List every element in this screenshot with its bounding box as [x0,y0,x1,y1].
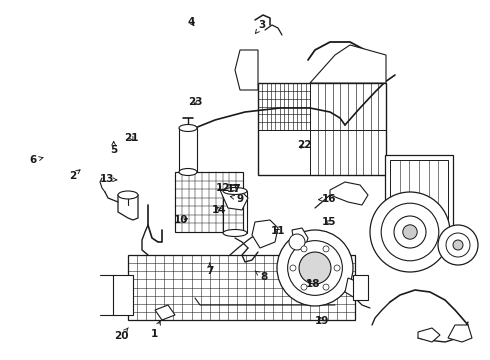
Text: 11: 11 [271,226,286,236]
Bar [113,275,133,315]
Ellipse shape [223,188,247,194]
Circle shape [323,246,329,252]
Bar [390,160,448,225]
Circle shape [394,216,426,248]
Text: 3: 3 [255,20,266,33]
Text: 13: 13 [99,174,117,184]
Text: 14: 14 [212,204,227,215]
Text: 22: 22 [297,140,312,150]
Text: 16: 16 [318,194,337,204]
Bar [175,172,243,232]
Bar [258,83,386,175]
Text: 21: 21 [124,132,139,143]
Text: 19: 19 [315,316,330,326]
Text: 1: 1 [151,321,160,339]
Circle shape [453,240,463,250]
Text: 9: 9 [230,194,244,204]
Text: 7: 7 [206,263,214,276]
Circle shape [299,252,331,284]
Ellipse shape [223,230,247,237]
Circle shape [277,230,353,306]
Bar [353,275,368,300]
Polygon shape [418,328,440,342]
Text: 6: 6 [30,155,43,165]
Text: 20: 20 [114,328,129,341]
Circle shape [323,284,329,290]
Text: 5: 5 [110,141,117,156]
Ellipse shape [179,125,197,131]
Circle shape [290,265,296,271]
Circle shape [403,225,417,239]
Circle shape [289,234,305,250]
Text: 15: 15 [322,217,337,228]
Circle shape [370,192,450,272]
Text: 8: 8 [255,271,267,282]
Text: 17: 17 [227,184,242,194]
Bar [385,155,453,230]
Text: 23: 23 [188,96,202,107]
Polygon shape [252,220,278,248]
Polygon shape [155,305,175,320]
Polygon shape [330,182,368,205]
Circle shape [288,240,343,295]
Circle shape [301,246,307,252]
Polygon shape [235,50,258,90]
Circle shape [438,225,478,265]
Bar [128,255,355,320]
Circle shape [334,265,340,271]
Text: 12: 12 [216,183,230,193]
Polygon shape [448,325,472,342]
Polygon shape [345,278,362,298]
Polygon shape [310,45,386,83]
Polygon shape [220,188,248,210]
Text: 18: 18 [305,279,320,289]
Text: 2: 2 [69,170,80,181]
Circle shape [301,284,307,290]
Circle shape [381,203,439,261]
Text: 10: 10 [174,215,189,225]
Ellipse shape [118,191,138,199]
Polygon shape [292,228,308,248]
Ellipse shape [179,168,197,175]
Text: 4: 4 [187,17,195,27]
Circle shape [446,233,470,257]
